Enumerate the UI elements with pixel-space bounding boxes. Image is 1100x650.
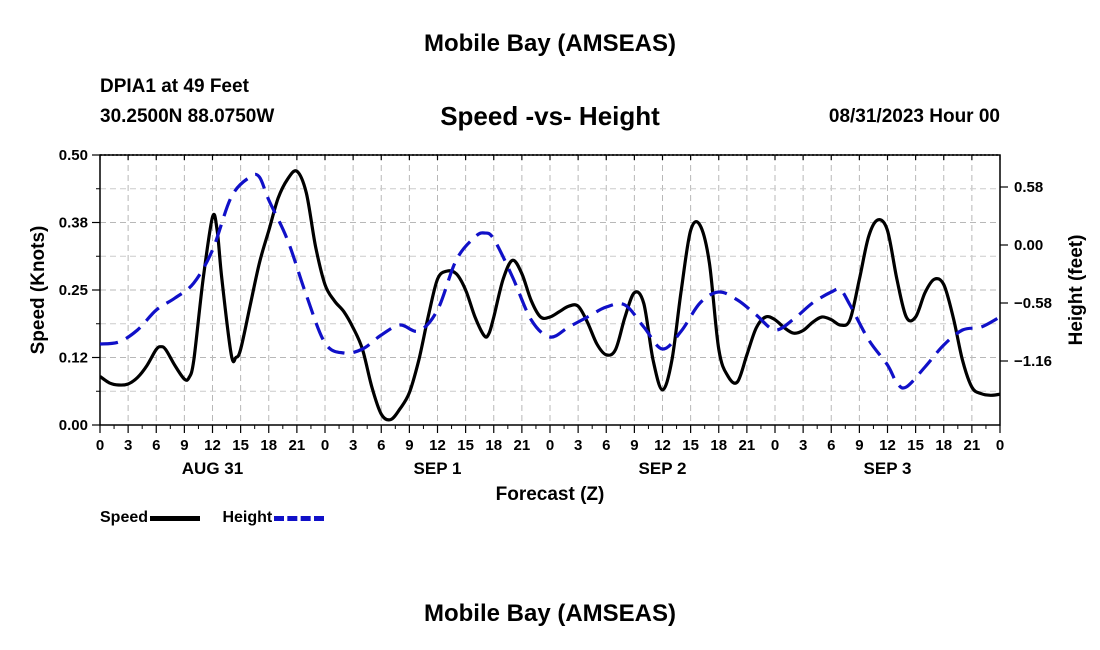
x-tick-label: 21	[964, 437, 981, 454]
series-line-speed	[100, 169, 1000, 422]
x-tick-label: 15	[682, 437, 699, 454]
y-left-tick-label: 0.25	[59, 282, 88, 299]
day-label: AUG 31	[182, 459, 243, 478]
x-tick-label: 3	[124, 437, 132, 454]
x-tick-label: 9	[405, 437, 413, 454]
series-line-height	[100, 172, 1000, 390]
x-tick-label: 9	[855, 437, 863, 454]
x-tick-label: 6	[377, 437, 385, 454]
legend-speed: Speed	[100, 509, 201, 527]
chart-title: Mobile Bay (AMSEAS)	[423, 30, 677, 57]
x-tick-label: 3	[799, 437, 807, 454]
x-tick-label: 3	[349, 437, 357, 454]
x-tick-label: 21	[739, 437, 756, 454]
legend-speed-label: Speed	[100, 509, 149, 526]
y-left-tick-label: 0.12	[59, 350, 88, 367]
legend: Speed Height	[100, 509, 342, 527]
x-tick-label: 0	[321, 437, 329, 454]
x-tick-label: 9	[630, 437, 638, 454]
chart-subtitle: Speed -vs- Height	[440, 101, 660, 131]
y-right-tick-label: −1.16	[1014, 353, 1052, 370]
x-tick-label: 12	[654, 437, 671, 454]
x-tick-label: 0	[996, 437, 1004, 454]
x-tick-label: 0	[771, 437, 779, 454]
day-label: SEP 1	[414, 459, 462, 478]
y-left-axis-label: Speed (Knots)	[28, 226, 49, 355]
x-tick-label: 18	[260, 437, 277, 454]
x-tick-label: 6	[827, 437, 835, 454]
x-tick-label: 6	[152, 437, 160, 454]
x-tick-label: 21	[289, 437, 306, 454]
x-axis-label: Forecast (Z)	[496, 484, 605, 505]
forecast-datetime: 08/31/2023 Hour 00	[828, 106, 1000, 127]
y-right-tick-label: 0.00	[1014, 237, 1043, 254]
footer-chart-title: Mobile Bay (AMSEAS)	[423, 600, 677, 627]
y-left-tick-label: 0.50	[59, 147, 88, 164]
x-tick-label: 9	[180, 437, 188, 454]
legend-speed-swatch	[150, 515, 201, 521]
y-left-tick-label: 0.38	[59, 215, 88, 232]
x-tick-label: 18	[935, 437, 952, 454]
x-tick-label: 12	[204, 437, 221, 454]
x-tick-label: 21	[514, 437, 531, 454]
x-tick-label: 15	[457, 437, 474, 454]
x-tick-label: 3	[574, 437, 582, 454]
coordinates-label: 30.2500N 88.0750W	[100, 106, 275, 127]
y-left-tick-label: 0.00	[59, 417, 88, 434]
x-tick-label: 0	[546, 437, 554, 454]
x-tick-label: 18	[710, 437, 727, 454]
x-tick-label: 15	[907, 437, 924, 454]
y-right-tick-label: 0.58	[1014, 179, 1043, 196]
y-right-tick-label: −0.58	[1014, 295, 1052, 312]
x-tick-label: 6	[602, 437, 610, 454]
x-tick-label: 12	[429, 437, 446, 454]
x-tick-label: 18	[485, 437, 502, 454]
legend-height: Height	[222, 509, 325, 527]
legend-height-label: Height	[222, 509, 273, 526]
day-label: SEP 2	[639, 459, 687, 478]
y-right-axis-label: Height (feet)	[1066, 235, 1087, 346]
x-tick-label: 15	[232, 437, 249, 454]
x-tick-label: 0	[96, 437, 104, 454]
day-label: SEP 3	[864, 459, 912, 478]
x-tick-label: 12	[879, 437, 896, 454]
legend-height-swatch	[274, 515, 325, 521]
station-label: DPIA1 at 49 Feet	[100, 76, 249, 97]
